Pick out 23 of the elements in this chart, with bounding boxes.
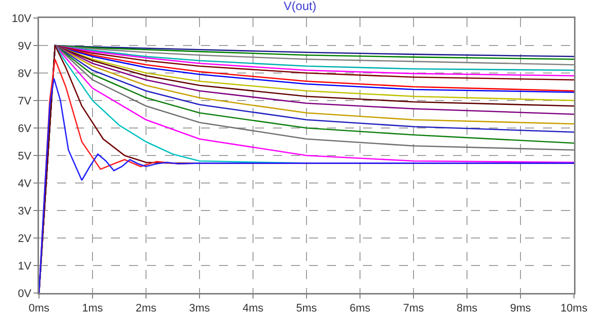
y-tick-label: 6V <box>18 122 32 135</box>
chart-title: V(out) <box>284 0 316 14</box>
x-tick-label: 1ms <box>82 302 104 315</box>
x-tick-label: 10ms <box>560 302 588 315</box>
y-tick-label: 4V <box>18 178 32 190</box>
x-tick-label: 6ms <box>350 302 371 315</box>
x-tick-label: 3ms <box>189 302 210 315</box>
y-tick-label: 8V <box>18 68 32 80</box>
x-tick-label: 7ms <box>403 302 424 315</box>
y-tick-label: 1V <box>18 260 32 272</box>
y-tick-label: 0V <box>18 288 32 300</box>
y-tick-label: 3V <box>18 205 32 218</box>
x-tick-label: 9ms <box>510 302 532 315</box>
x-tick-label: 4ms <box>242 302 264 315</box>
x-tick-label: 8ms <box>456 302 478 315</box>
x-tick-label: 0ms <box>28 302 50 315</box>
y-tick-label: 5V <box>18 150 32 162</box>
y-tick-label: 7V <box>18 95 32 108</box>
x-tick-label: 5ms <box>296 302 318 315</box>
y-tick-label: 10V <box>12 12 32 25</box>
y-tick-label: 2V <box>18 232 32 245</box>
y-tick-label: 9V <box>18 40 32 52</box>
x-tick-label: 2ms <box>136 302 157 315</box>
